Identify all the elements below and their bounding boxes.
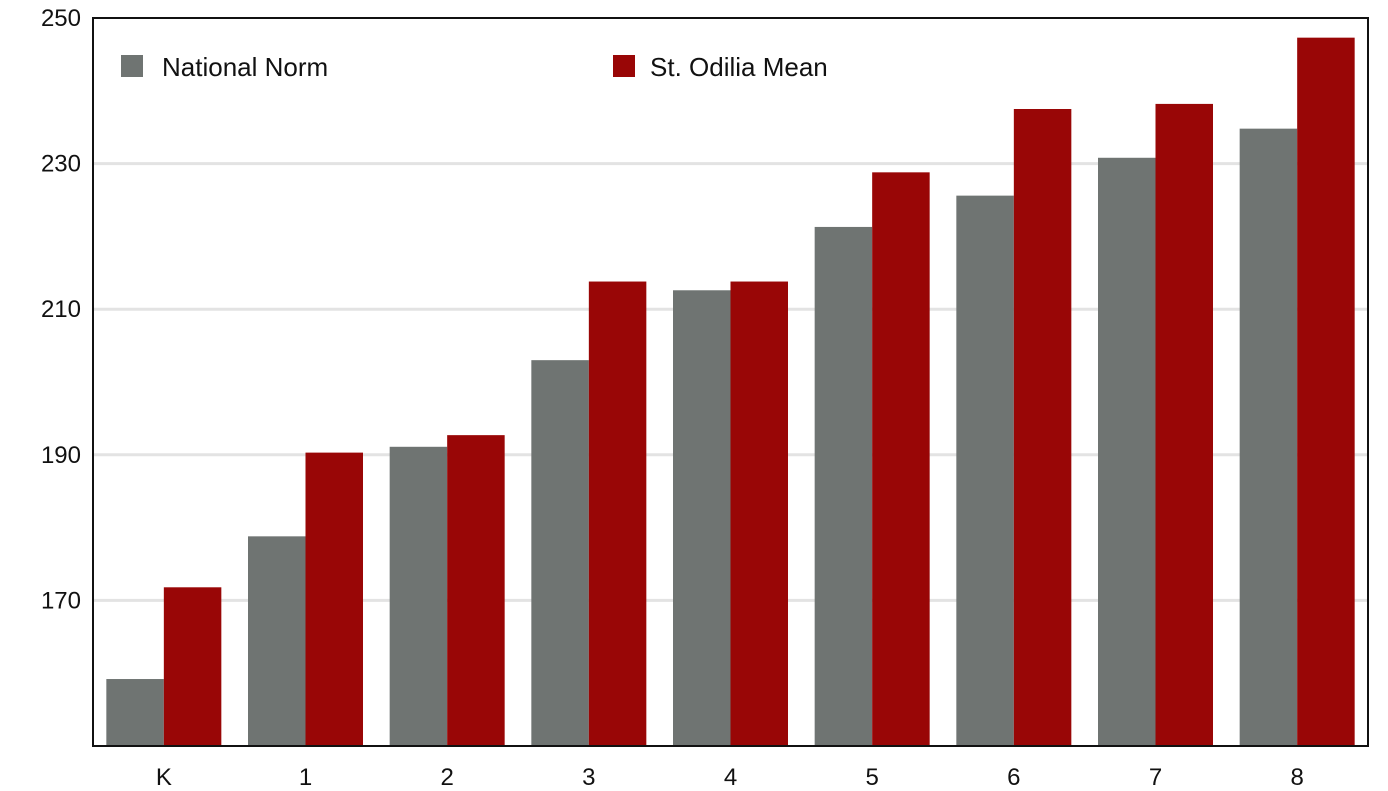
y-tick-label-230: 230 [41, 151, 81, 178]
x-tick-label-k: K [156, 764, 172, 791]
bar-st-odilia-mean-1 [305, 452, 363, 746]
bar-st-odilia-mean-5 [872, 172, 930, 746]
x-tick-label-8: 8 [1290, 764, 1303, 791]
bar-national-norm-4 [673, 290, 731, 746]
bar-national-norm-3 [531, 360, 589, 746]
bar-national-norm-2 [389, 446, 448, 746]
y-tick-label-190: 190 [41, 442, 81, 469]
bar-national-norm-1 [248, 536, 306, 746]
legend-swatch-national-norm [121, 55, 143, 77]
bar-national-norm-k [106, 679, 164, 746]
y-axis-ticks: 170 190 210 230 250 [41, 5, 81, 614]
legend-label-national-norm: National Norm [162, 52, 328, 82]
bar-national-norm-5 [814, 226, 873, 746]
bars [106, 37, 1355, 747]
x-tick-label-4: 4 [724, 764, 737, 791]
plot-frame [92, 17, 1369, 747]
bar-st-odilia-mean-2 [447, 435, 505, 746]
bar-st-odilia-mean-3 [588, 281, 647, 746]
bar-st-odilia-mean-k [163, 587, 222, 746]
y-tick-label-170: 170 [41, 587, 81, 614]
x-axis-ticks: K 1 2 3 4 5 6 7 8 [156, 764, 1304, 791]
axes [92, 17, 1369, 747]
legend-label-st-odilia-mean: St. Odilia Mean [650, 52, 828, 82]
x-tick-label-2: 2 [440, 764, 453, 791]
bar-st-odilia-mean-8 [1297, 37, 1355, 746]
bar-st-odilia-mean-4 [730, 281, 788, 746]
y-tick-label-250: 250 [41, 5, 81, 32]
x-tick-label-5: 5 [865, 764, 878, 791]
bar-st-odilia-mean-7 [1155, 103, 1213, 747]
x-tick-label-6: 6 [1007, 764, 1020, 791]
legend-swatch-st-odilia-mean [613, 55, 635, 77]
bar-national-norm-6 [956, 195, 1014, 746]
bar-national-norm-7 [1098, 157, 1156, 746]
legend: National Norm St. Odilia Mean [121, 52, 828, 82]
bar-st-odilia-mean-6 [1013, 109, 1072, 746]
bar-national-norm-8 [1239, 128, 1298, 746]
x-tick-label-3: 3 [582, 764, 595, 791]
y-tick-label-210: 210 [41, 296, 81, 323]
x-tick-label-7: 7 [1149, 764, 1162, 791]
x-tick-label-1: 1 [299, 764, 312, 791]
